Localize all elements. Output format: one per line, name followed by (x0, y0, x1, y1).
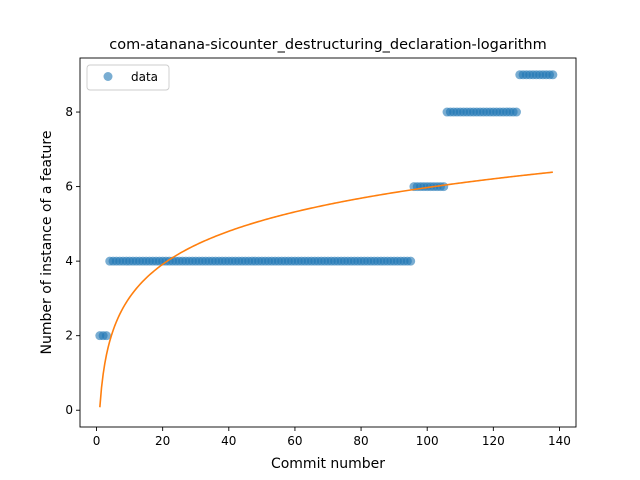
y-tick-label: 6 (65, 180, 73, 194)
legend: data (86, 64, 170, 91)
x-axis-ticks: 0 20 40 60 80 100 120 140 (93, 427, 571, 448)
y-tick-label: 8 (65, 105, 73, 119)
x-tick-label: 140 (548, 434, 571, 448)
plot-area (79, 57, 577, 428)
x-tick-label: 60 (287, 434, 302, 448)
y-axis-label: Number of instance of a feature (39, 131, 55, 355)
legend-frame (86, 64, 170, 91)
data-point (511, 107, 521, 117)
chart-title: com-atanana-sicounter_destructuring_decl… (109, 37, 547, 53)
data-point (406, 256, 416, 266)
y-tick-label: 0 (65, 403, 73, 417)
x-tick-label: 80 (353, 434, 368, 448)
x-axis-label: Commit number (271, 456, 385, 472)
data-point (548, 70, 558, 80)
legend-label-data: data (131, 70, 158, 84)
fit-line (99, 171, 553, 408)
data-point (101, 331, 111, 341)
plot-frame (79, 57, 577, 428)
x-tick-label: 0 (93, 434, 101, 448)
x-tick-label: 20 (155, 434, 170, 448)
y-tick-label: 4 (65, 254, 73, 268)
y-tick-label: 2 (65, 329, 73, 343)
y-axis-ticks: 0 2 4 6 8 (65, 105, 80, 417)
x-tick-label: 100 (416, 434, 439, 448)
legend-marker-data (103, 72, 113, 81)
data-point (439, 182, 449, 192)
x-tick-label: 120 (482, 434, 505, 448)
x-tick-label: 40 (221, 434, 236, 448)
data-points (95, 70, 558, 341)
